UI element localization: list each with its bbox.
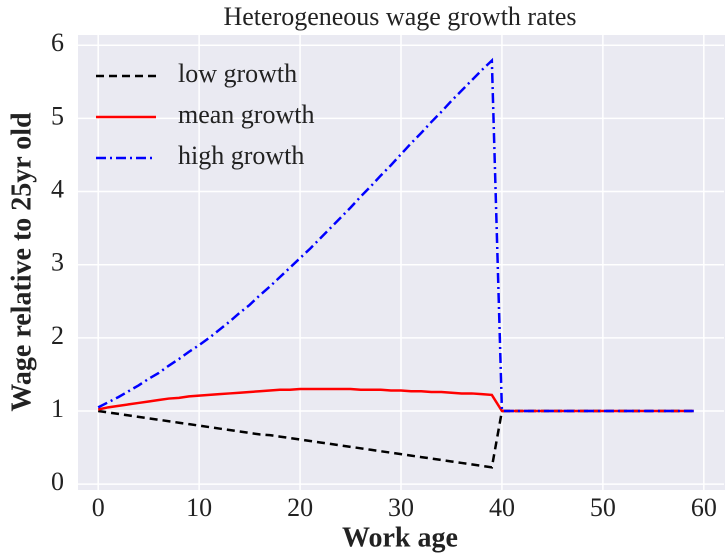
y-tick-label: 1 bbox=[51, 394, 64, 423]
y-tick-label: 0 bbox=[51, 467, 64, 496]
x-tick-label: 10 bbox=[186, 493, 212, 522]
chart-title: Heterogeneous wage growth rates bbox=[223, 2, 576, 31]
y-tick-label: 4 bbox=[51, 175, 64, 204]
y-tick-label: 2 bbox=[51, 321, 64, 350]
series-line bbox=[97, 57, 694, 413]
x-axis-label: Work age bbox=[342, 522, 458, 553]
x-tick-label: 20 bbox=[287, 493, 313, 522]
y-axis-label: Wage relative to 25yr old bbox=[6, 112, 37, 412]
x-tick-label: 50 bbox=[590, 493, 616, 522]
legend-label: high growth bbox=[178, 141, 304, 170]
x-tick-label: 40 bbox=[489, 493, 515, 522]
y-tick-label: 3 bbox=[51, 248, 64, 277]
x-tick-label: 0 bbox=[92, 493, 105, 522]
x-tick-label: 60 bbox=[691, 493, 717, 522]
legend-label: mean growth bbox=[178, 100, 314, 129]
series-line bbox=[97, 387, 694, 413]
y-tick-label: 6 bbox=[51, 28, 64, 57]
x-tick-label: 30 bbox=[388, 493, 414, 522]
y-tick-label: 5 bbox=[51, 101, 64, 130]
legend-label: low growth bbox=[178, 59, 297, 88]
